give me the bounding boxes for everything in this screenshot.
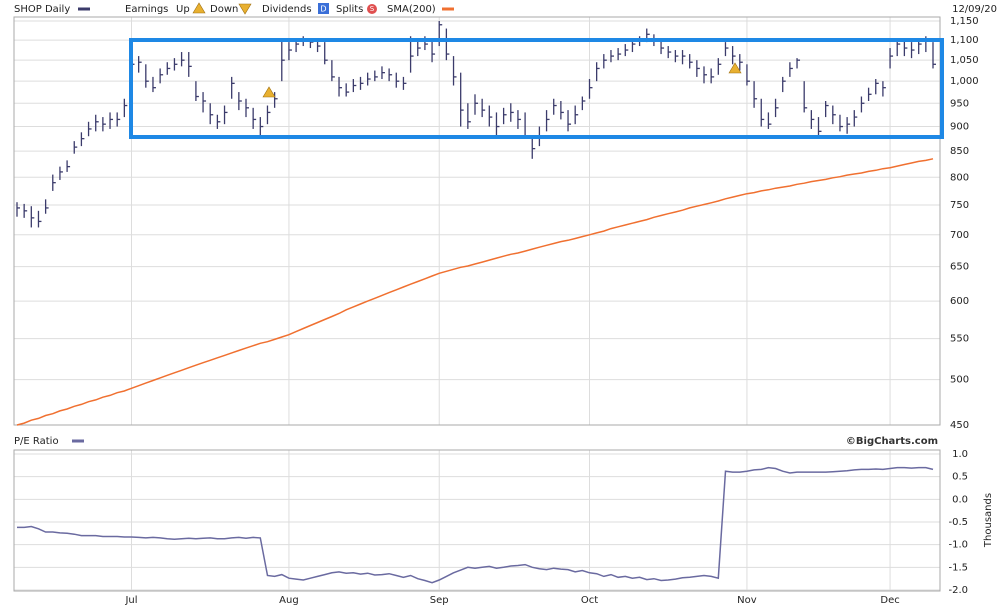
y-tick-label: 600 — [950, 296, 969, 307]
y-tick-label: -1.0 — [948, 540, 968, 551]
y-axis-label: Thousands — [983, 493, 994, 548]
y-tick-label: 800 — [950, 172, 969, 183]
earnings-marker — [728, 62, 742, 74]
legend-label: Earnings — [125, 4, 168, 15]
y-tick-label: 500 — [950, 375, 969, 386]
x-tick-label: Sep — [430, 595, 449, 606]
x-tick-label: Dec — [880, 595, 899, 606]
legend-label: Dividends — [262, 4, 312, 15]
legend-label: P/E Ratio — [14, 436, 59, 447]
legend-label: Splits — [336, 4, 363, 15]
legend-label: Down — [210, 4, 238, 15]
y-tick-label: 0.5 — [952, 472, 968, 483]
y-tick-label: 850 — [950, 146, 969, 157]
price-plot-frame — [13, 16, 941, 426]
y-tick-label: -0.5 — [948, 517, 968, 528]
y-tick-label: 950 — [950, 98, 969, 109]
credit: ©BigCharts.com — [846, 436, 938, 447]
legend-label: SMA(200) — [387, 4, 436, 15]
y-tick-label: -1.5 — [948, 562, 968, 573]
y-tick-label: 1,100 — [950, 35, 979, 46]
earnings-up-icon — [192, 2, 206, 14]
x-tick-label: Jul — [124, 595, 137, 606]
series-line — [16, 158, 934, 426]
y-tick-label: 650 — [950, 262, 969, 273]
series-line — [17, 466, 934, 584]
y-tick-label: 700 — [950, 230, 969, 241]
x-tick-label: Aug — [279, 595, 299, 606]
legend-label: SHOP Daily — [14, 4, 70, 15]
icon-letter: D — [320, 5, 326, 14]
y-tick-label: 0.0 — [952, 494, 968, 505]
y-tick-label: 900 — [950, 122, 969, 133]
y-tick-label: 1,050 — [950, 55, 979, 66]
marks-layer — [16, 21, 936, 584]
earnings-marker — [262, 86, 276, 98]
y-tick-label: 1.0 — [952, 449, 968, 460]
y-tick-label: 550 — [950, 334, 969, 345]
date-label: 12/09/20 — [952, 4, 997, 15]
y-tick-label: 450 — [950, 420, 969, 431]
y-tick-label: 1,000 — [950, 76, 979, 87]
y-tick-label: 750 — [950, 200, 969, 211]
legend-label: Up — [176, 4, 190, 15]
x-tick-label: Oct — [581, 595, 598, 606]
y-tick-label: 1,150 — [950, 16, 979, 27]
earnings-down-icon — [238, 3, 252, 15]
pe-plot-frame — [13, 449, 941, 592]
split-icon — [367, 4, 377, 14]
x-tick-label: Nov — [737, 595, 757, 606]
dividend-icon — [318, 3, 329, 14]
y-tick-label: -2.0 — [948, 585, 968, 596]
icon-letter: S — [370, 5, 375, 13]
highlight-box — [129, 38, 944, 139]
